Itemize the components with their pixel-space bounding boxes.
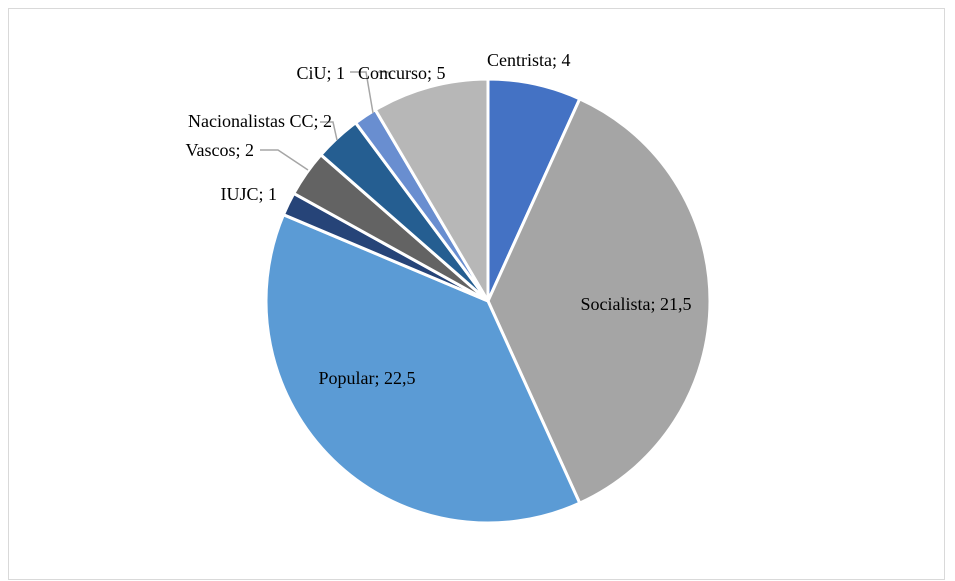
data-label-concurso: Concurso; 5 xyxy=(358,63,446,83)
data-labels: Centrista; 4 Socialista; 21,5 Popular; 2… xyxy=(186,50,692,388)
data-label-socialista: Socialista; 21,5 xyxy=(581,294,692,314)
data-label-ciu: CiU; 1 xyxy=(296,63,345,83)
pie-slice-socialista xyxy=(486,97,712,505)
data-label-nacionalistas-cc: Nacionalistas CC; 2 xyxy=(188,111,332,131)
data-label-popular: Popular; 22,5 xyxy=(319,368,416,388)
leader-line-concurso xyxy=(378,71,392,80)
leader-line-ciu xyxy=(350,71,374,114)
pie-slices xyxy=(264,77,712,525)
pie-slice-concurso xyxy=(373,77,490,303)
data-label-vascos: Vascos; 2 xyxy=(186,140,255,160)
data-label-iujc: IUJC; 1 xyxy=(220,184,277,204)
leader-line-vascos xyxy=(260,149,309,171)
data-label-centrista: Centrista; 4 xyxy=(487,50,571,70)
leader-line-nacionalistas xyxy=(320,121,338,141)
pie-slice-popular xyxy=(264,213,582,525)
leader-lines xyxy=(260,71,392,171)
